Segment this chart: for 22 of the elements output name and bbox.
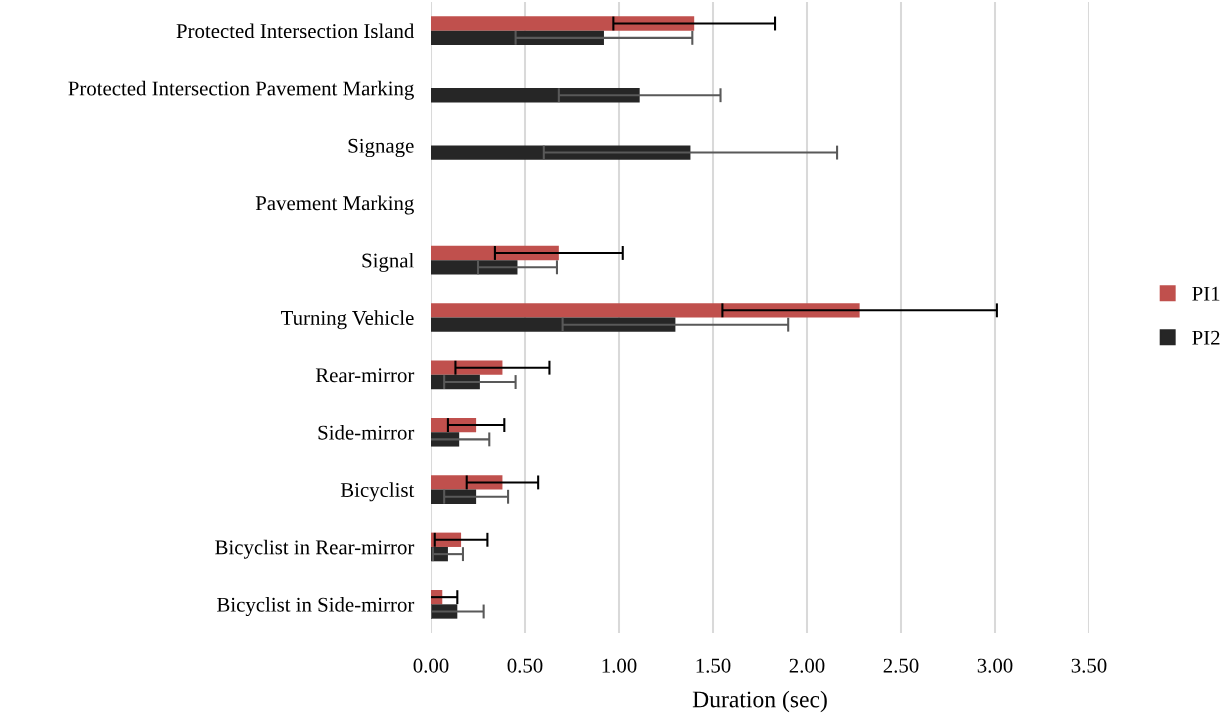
y-tick-label: Bicyclist in Rear-mirror	[215, 539, 415, 559]
x-axis-title: Duration (sec)	[692, 690, 827, 713]
x-tick-label: 3.00	[977, 658, 1013, 673]
y-tick-label: Turning Vehicle	[281, 310, 414, 330]
legend-label: PI1	[1192, 286, 1220, 301]
x-tick-label: 2.50	[883, 658, 919, 673]
y-tick-label: Rear-mirror	[315, 368, 415, 383]
x-tick-label: 0.50	[507, 658, 543, 673]
legend-label: PI2	[1192, 330, 1220, 345]
x-tick-label: 1.50	[696, 658, 731, 673]
x-tick-label: 0.00	[413, 658, 449, 673]
y-tick-label: Pavement Marking	[255, 195, 414, 215]
y-tick-label: Signal	[362, 252, 414, 272]
x-tick-label: 1.00	[602, 658, 637, 673]
y-tick-label: Bicyclist in Side-mirror	[217, 597, 415, 617]
x-tick-label: 2.00	[789, 658, 825, 673]
y-tick-label: Protected Intersection Island	[176, 23, 415, 39]
y-tick-label: Signage	[348, 138, 414, 158]
y-tick-label: Side-mirror	[318, 425, 415, 440]
y-tick-label: Bicyclist	[340, 482, 415, 502]
x-tick-label: 3.50	[1071, 658, 1107, 673]
y-tick-label: Protected Intersection Pavement Marking	[68, 80, 414, 100]
